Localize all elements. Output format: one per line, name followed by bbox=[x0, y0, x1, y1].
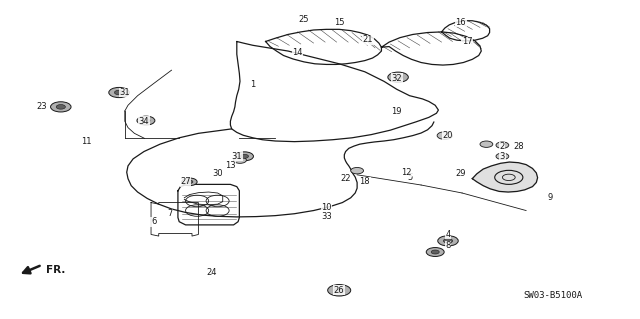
Circle shape bbox=[182, 178, 197, 186]
Text: 11: 11 bbox=[81, 137, 92, 146]
Text: 17: 17 bbox=[462, 37, 472, 46]
Text: 25: 25 bbox=[299, 15, 309, 24]
Text: 8: 8 bbox=[445, 241, 451, 250]
Circle shape bbox=[186, 180, 193, 183]
Text: 23: 23 bbox=[36, 102, 47, 111]
Text: 22: 22 bbox=[340, 174, 351, 183]
Text: 10: 10 bbox=[321, 203, 332, 212]
Text: 1: 1 bbox=[250, 80, 255, 89]
Text: 24: 24 bbox=[206, 268, 216, 277]
Text: 4: 4 bbox=[445, 230, 451, 239]
Circle shape bbox=[351, 167, 364, 174]
Text: 2: 2 bbox=[500, 142, 505, 151]
Text: 16: 16 bbox=[456, 18, 466, 27]
Text: 29: 29 bbox=[456, 169, 466, 178]
Circle shape bbox=[394, 75, 403, 79]
Text: 31: 31 bbox=[120, 88, 130, 97]
Circle shape bbox=[437, 132, 452, 139]
Circle shape bbox=[115, 90, 124, 95]
Text: 19: 19 bbox=[392, 107, 402, 116]
Text: 3: 3 bbox=[500, 152, 505, 161]
Text: 15: 15 bbox=[334, 18, 344, 27]
Text: 27: 27 bbox=[180, 177, 191, 186]
Circle shape bbox=[438, 236, 458, 246]
Polygon shape bbox=[472, 162, 538, 192]
Text: 28: 28 bbox=[513, 142, 524, 151]
Text: 32: 32 bbox=[392, 74, 402, 83]
Circle shape bbox=[496, 153, 509, 160]
Circle shape bbox=[51, 102, 71, 112]
Text: 13: 13 bbox=[225, 161, 236, 170]
Circle shape bbox=[431, 250, 439, 254]
Text: SW03-B5100A: SW03-B5100A bbox=[524, 292, 582, 300]
Circle shape bbox=[137, 116, 155, 125]
Circle shape bbox=[388, 72, 408, 82]
Circle shape bbox=[142, 119, 150, 122]
Circle shape bbox=[236, 152, 253, 161]
Text: 30: 30 bbox=[212, 169, 223, 178]
Text: 21: 21 bbox=[363, 35, 373, 44]
Text: 12: 12 bbox=[401, 168, 412, 177]
Circle shape bbox=[496, 142, 509, 148]
Text: FR.: FR. bbox=[46, 264, 65, 275]
Text: 34: 34 bbox=[139, 117, 149, 126]
Circle shape bbox=[234, 157, 246, 163]
Circle shape bbox=[334, 288, 344, 293]
Circle shape bbox=[109, 87, 129, 98]
Circle shape bbox=[56, 105, 65, 109]
Circle shape bbox=[426, 248, 444, 256]
Circle shape bbox=[480, 141, 493, 147]
Text: 20: 20 bbox=[443, 131, 453, 140]
Text: 7: 7 bbox=[167, 209, 172, 218]
Circle shape bbox=[328, 285, 351, 296]
Text: 14: 14 bbox=[292, 48, 303, 57]
Text: 18: 18 bbox=[360, 177, 370, 186]
Circle shape bbox=[241, 154, 248, 158]
Circle shape bbox=[444, 239, 452, 243]
Text: 5: 5 bbox=[407, 173, 412, 182]
Text: 9: 9 bbox=[548, 193, 553, 202]
Text: 31: 31 bbox=[232, 152, 242, 161]
Text: 26: 26 bbox=[334, 286, 344, 295]
Text: 33: 33 bbox=[321, 212, 332, 221]
Text: 6: 6 bbox=[151, 217, 156, 226]
